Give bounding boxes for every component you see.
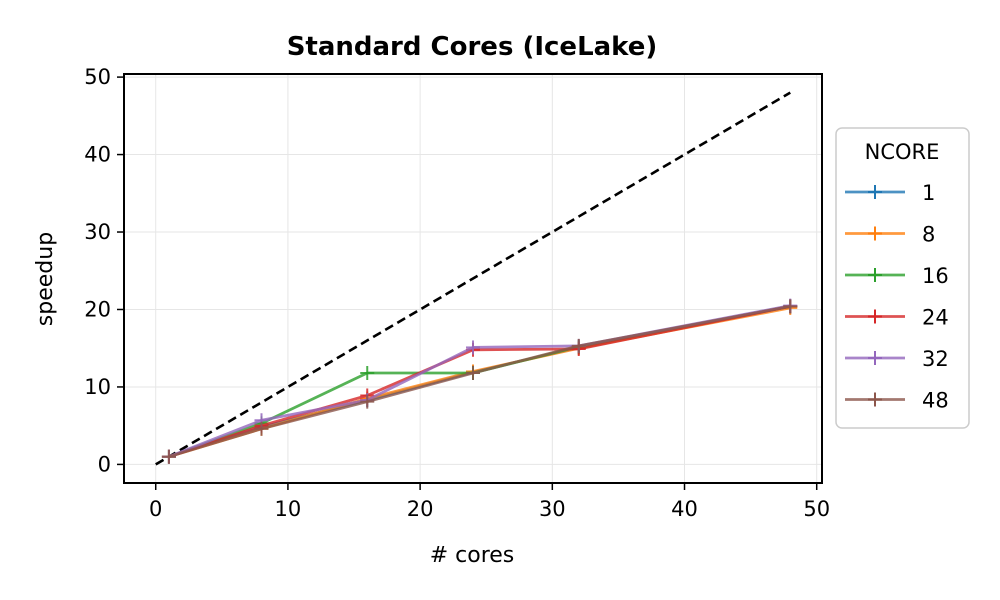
y-tick-label: 30 xyxy=(84,220,111,244)
x-tick-label: 10 xyxy=(275,497,302,521)
series-48 xyxy=(161,299,798,464)
legend-label: 32 xyxy=(922,347,949,371)
data-point xyxy=(466,340,480,355)
y-tick-label: 10 xyxy=(84,375,111,399)
legend: NCORE 1 8 16 24 32 48 xyxy=(835,127,970,429)
legend-label: 48 xyxy=(922,389,949,413)
x-tick-label: 30 xyxy=(539,497,566,521)
legend-box xyxy=(835,127,970,429)
data-point xyxy=(360,366,375,381)
legend-item-32: 32 xyxy=(845,347,949,371)
y-tick-label: 0 xyxy=(98,452,111,476)
x-tick-label: 40 xyxy=(671,497,698,521)
legend-items: 1 8 16 24 32 48 xyxy=(845,181,949,413)
legend-item-48: 48 xyxy=(845,389,949,413)
legend-item-24: 24 xyxy=(845,306,949,330)
legend-item-16: 16 xyxy=(845,264,949,288)
y-tick-label: 20 xyxy=(84,297,111,321)
data-point xyxy=(161,449,176,464)
series-line xyxy=(168,305,791,459)
x-tick-label: 20 xyxy=(407,497,434,521)
data-point xyxy=(254,421,269,436)
series-group xyxy=(161,298,798,464)
data-point xyxy=(571,338,586,353)
y-axis-ticks: 0 10 20 30 40 50 xyxy=(84,65,124,476)
ideal-speedup-line xyxy=(155,91,791,466)
y-axis-label: speedup xyxy=(33,232,58,326)
legend-item-8: 8 xyxy=(845,223,935,247)
ideal-line xyxy=(155,91,791,466)
data-point xyxy=(783,299,798,314)
legend-label: 8 xyxy=(922,223,935,247)
y-tick-label: 50 xyxy=(84,65,111,89)
x-tick-label: 50 xyxy=(803,497,830,521)
legend-label: 1 xyxy=(922,181,935,205)
legend-title: NCORE xyxy=(865,140,940,164)
x-axis-ticks: 0 10 20 30 40 50 xyxy=(149,483,830,521)
x-axis-label: # cores xyxy=(430,543,515,568)
legend-item-1: 1 xyxy=(845,181,935,205)
grid-lines xyxy=(124,74,822,483)
y-tick-label: 40 xyxy=(84,143,111,167)
legend-label: 16 xyxy=(922,264,949,288)
x-tick-label: 0 xyxy=(149,497,162,521)
chart-title: Standard Cores (IceLake) xyxy=(287,32,658,62)
plot-frame xyxy=(123,73,823,484)
data-point xyxy=(360,394,375,409)
legend-label: 24 xyxy=(922,306,949,330)
data-point xyxy=(466,366,480,381)
